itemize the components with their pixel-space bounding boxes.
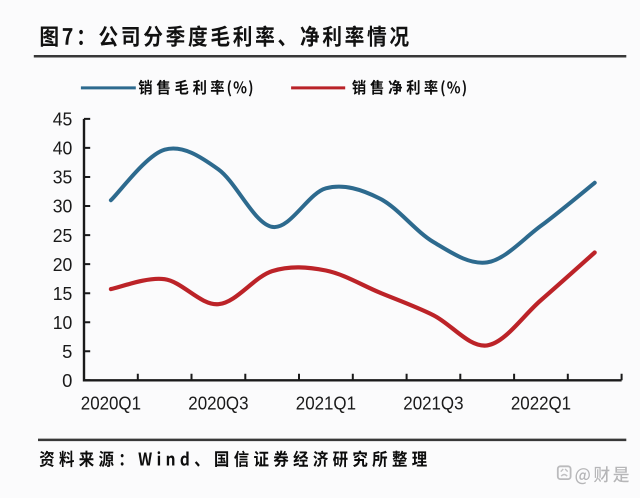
svg-text:45: 45 [53,109,73,130]
svg-text:2020Q1: 2020Q1 [81,392,141,413]
svg-text:0: 0 [62,370,72,391]
svg-text:10: 10 [53,312,73,333]
svg-text:5: 5 [62,341,72,362]
svg-text:25: 25 [53,225,73,246]
svg-text:2020Q3: 2020Q3 [188,392,248,413]
svg-text:2021Q1: 2021Q1 [296,392,356,413]
svg-text:30: 30 [53,196,73,217]
svg-text:2021Q3: 2021Q3 [403,392,463,413]
svg-text:40: 40 [53,138,73,159]
svg-text:15: 15 [53,283,73,304]
svg-text:20: 20 [53,254,73,275]
svg-text:2022Q1: 2022Q1 [511,392,571,413]
svg-text:35: 35 [53,167,73,188]
